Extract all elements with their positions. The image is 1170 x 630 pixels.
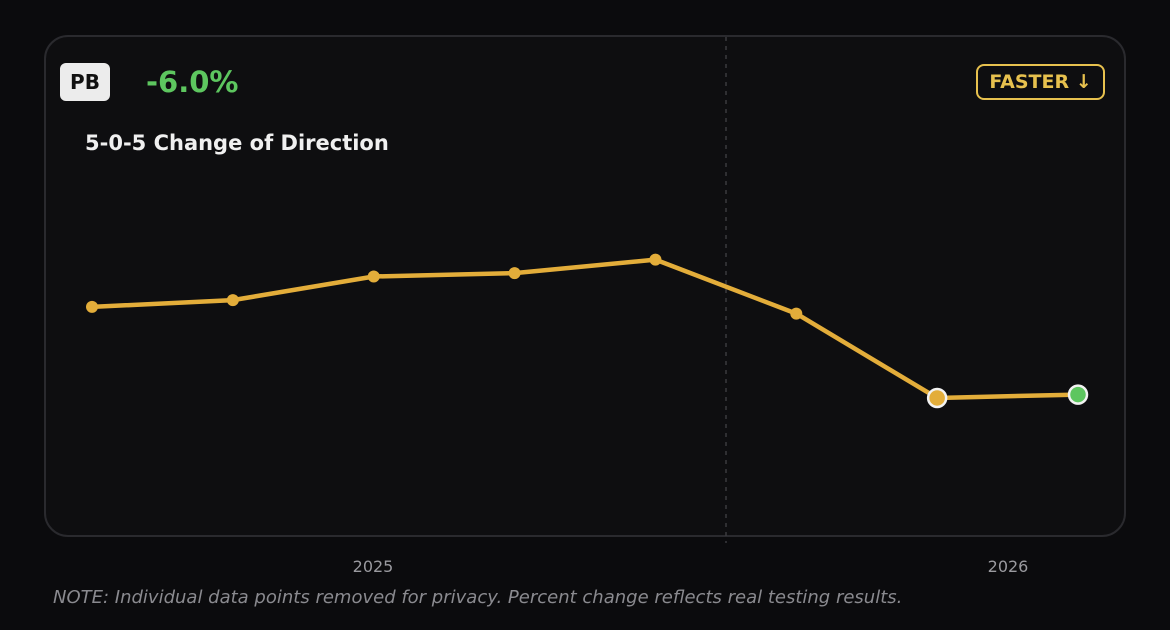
- privacy-note: NOTE: Individual data points removed for…: [53, 587, 903, 608]
- data-point: [790, 307, 803, 320]
- percent-change: -6.0%: [146, 65, 239, 99]
- data-point: [649, 253, 662, 266]
- data-point: [367, 270, 380, 283]
- chart-title: 5-0-5 Change of Direction: [85, 131, 389, 155]
- x-tick-label: 2025: [353, 557, 394, 576]
- data-point: [86, 300, 98, 313]
- x-tick-label: 2026: [988, 557, 1029, 576]
- personal-best-badge: PB: [60, 63, 110, 101]
- data-point: [226, 294, 239, 307]
- series-line: [89, 257, 1081, 401]
- faster-indicator: FASTER ↓: [976, 64, 1105, 100]
- latest-point: [1067, 384, 1089, 405]
- data-points: [86, 253, 1089, 409]
- data-point: [508, 267, 521, 280]
- chart-card: [44, 35, 1126, 537]
- personal-best-point: [926, 387, 948, 409]
